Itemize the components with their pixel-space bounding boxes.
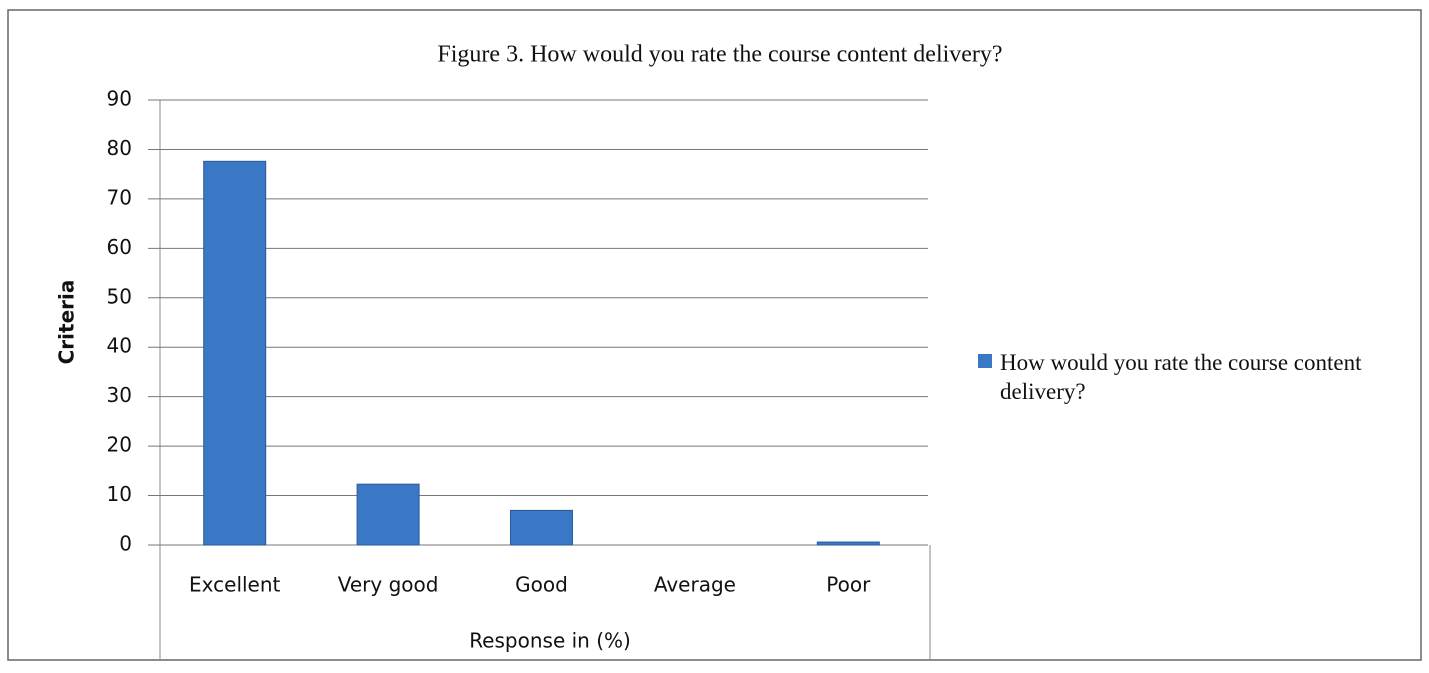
y-tick-label: 40 [107,334,132,358]
bar [203,160,267,546]
y-tick-label: 0 [119,532,132,556]
x-tick-label: Average [654,573,736,597]
chart-frame [7,9,1422,661]
x-axis-label: Response in (%) [469,629,631,653]
y-tick-label: 10 [107,482,132,506]
y-tick-label: 60 [107,235,132,259]
bar [510,509,573,546]
y-tick-label: 80 [107,136,132,160]
y-axis-label: Criteria [55,280,79,365]
bar [356,483,420,546]
legend-marker [978,354,992,368]
x-tick-label: Excellent [189,573,281,597]
x-tick-label: Poor [826,573,871,597]
chart-title: Figure 3. How would you rate the course … [437,42,1002,68]
y-tick-label: 90 [107,87,132,111]
bar [816,541,880,546]
y-tick-label: 20 [107,433,132,457]
y-tick-label: 50 [107,284,132,308]
x-tick-label: Very good [338,573,439,597]
y-tick-label: 30 [107,383,132,407]
x-tick-label: Good [515,573,568,597]
legend-label: How would you rate the course content de… [1000,350,1362,404]
y-tick-label: 70 [107,185,132,209]
